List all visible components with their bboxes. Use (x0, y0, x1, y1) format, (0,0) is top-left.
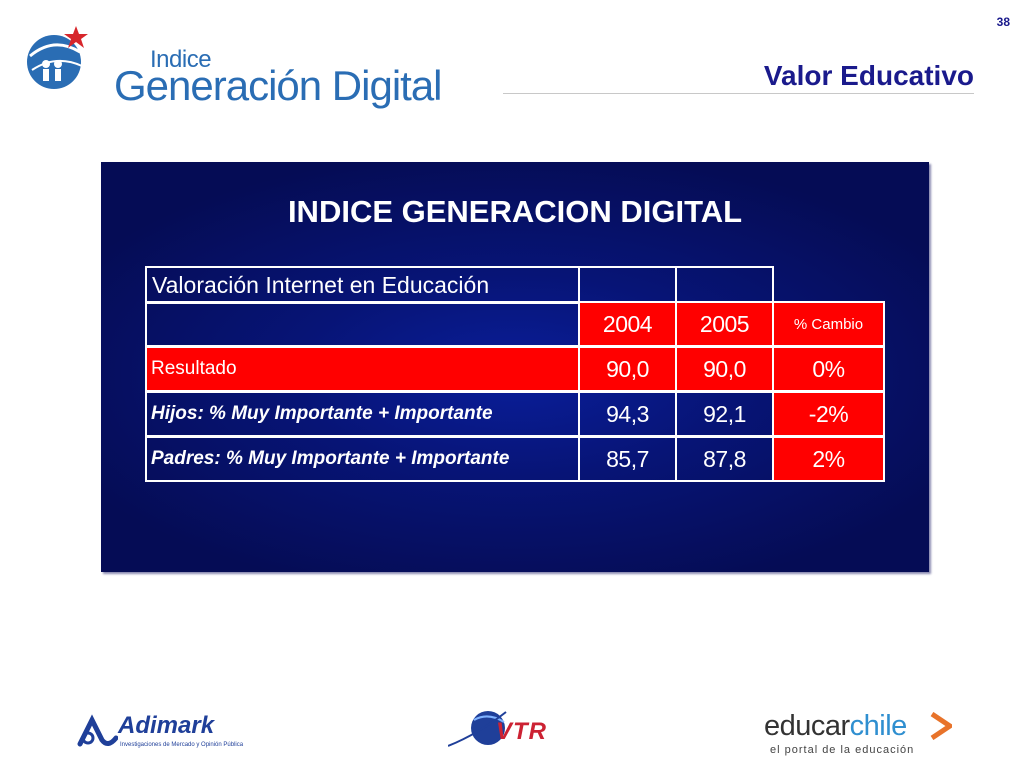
logo-generacion-digital-text: Generación Digital (114, 62, 443, 109)
educar-text: educar (764, 710, 850, 742)
cell-hijos-2005: 92,1 (675, 391, 774, 437)
educarchile-name: educarchile (764, 710, 907, 743)
data-panel: INDICE GENERACION DIGITAL Valoración Int… (101, 162, 929, 572)
adimark-name: Adimark (118, 712, 215, 739)
cell-padres-2004: 85,7 (578, 436, 677, 482)
indice-generacion-digital-logo: Indice Generación Digital (24, 14, 464, 109)
table-caption: Valoración Internet en Educación (145, 266, 580, 304)
table-header-empty-cell (675, 266, 774, 304)
educarchile-logo: educarchile el portal de la educación (764, 710, 964, 760)
column-header-2005: 2005 (675, 301, 774, 347)
logo-indice-text: Indice (150, 46, 212, 73)
slide-number: 38 (996, 15, 1010, 29)
vtr-name: VTR (496, 718, 547, 745)
row-label-hijos: Hijos: % Muy Importante + Importante (145, 391, 580, 437)
vtr-logo: VTR (448, 706, 578, 752)
vtr-globe-icon (448, 711, 507, 747)
column-header-2004: 2004 (578, 301, 677, 347)
title-divider (503, 93, 974, 94)
educarchile-tagline: el portal de la educación (770, 744, 915, 756)
cell-resultado-cambio: 0% (772, 346, 885, 392)
cell-resultado-2005: 90,0 (675, 346, 774, 392)
cell-hijos-2004: 94,3 (578, 391, 677, 437)
column-header-cambio: % Cambio (772, 301, 885, 347)
table-header-empty-cell (578, 266, 677, 304)
row-label-resultado: Resultado (145, 346, 580, 392)
panel-title: INDICE GENERACION DIGITAL (287, 194, 743, 229)
adimark-tagline: Investigaciones de Mercado y Opinión Púb… (120, 742, 244, 748)
row-label-padres: Padres: % Muy Importante + Importante (145, 436, 580, 482)
adimark-mark-icon (77, 714, 118, 747)
globe-people-icon (27, 26, 88, 89)
cell-hijos-cambio: -2% (772, 391, 885, 437)
page-title: Valor Educativo (763, 60, 974, 91)
table-row-header-empty (145, 301, 580, 347)
cell-resultado-2004: 90,0 (578, 346, 677, 392)
cell-padres-cambio: 2% (772, 436, 885, 482)
chile-text: chile (849, 710, 908, 742)
adimark-logo: Adimark Investigaciones de Mercado y Opi… (76, 708, 243, 756)
educarchile-mark-icon (930, 712, 952, 740)
cell-padres-2005: 87,8 (675, 436, 774, 482)
